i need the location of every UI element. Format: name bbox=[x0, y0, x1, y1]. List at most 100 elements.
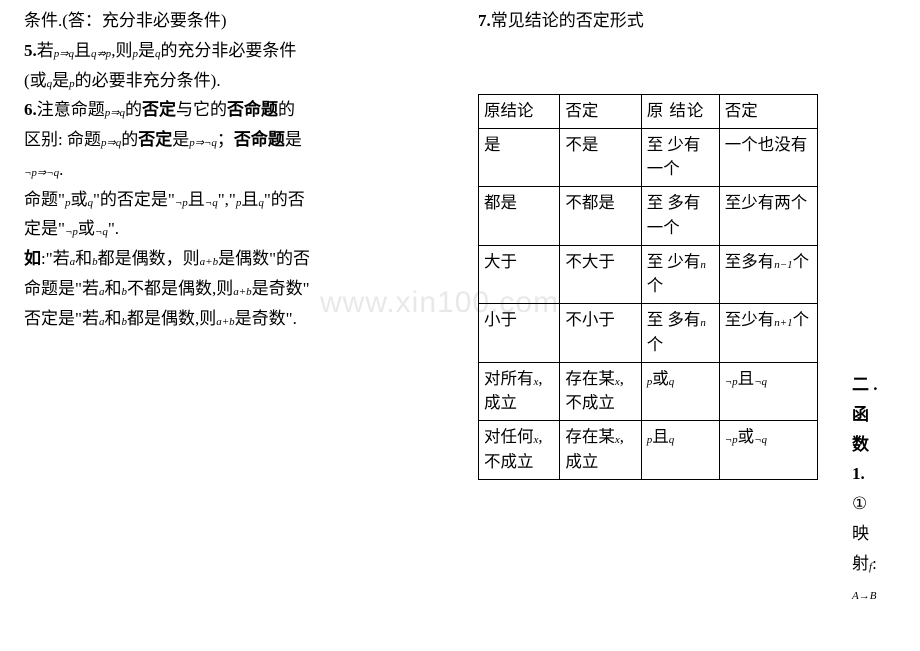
text: 是 bbox=[138, 41, 155, 60]
text: 的 bbox=[278, 100, 295, 119]
text: "的否定是" bbox=[93, 190, 175, 209]
cell: 至少有两个 bbox=[719, 187, 817, 246]
cell: 是 bbox=[479, 128, 560, 187]
cell: p或q bbox=[641, 362, 719, 421]
negation-table: 原结论 否定 原 结论 否定 是 不是 至 少有 一个 一个也没有 都是 不都是… bbox=[478, 94, 818, 480]
cell: 都是 bbox=[479, 187, 560, 246]
text: 不都是偶数,则 bbox=[127, 279, 233, 298]
item-6: 6. bbox=[24, 100, 37, 119]
text: 射 bbox=[852, 554, 869, 573]
table-row: 大于 不大于 至 少有n个 至多有n−1个 bbox=[479, 245, 818, 304]
cell: ¬p或¬q bbox=[719, 421, 817, 480]
text: 的必要非充分条件). bbox=[75, 71, 221, 90]
text: 或 bbox=[78, 219, 95, 238]
math: a+b bbox=[200, 256, 218, 268]
text: "的否 bbox=[264, 190, 305, 209]
right-column: 7.常见结论的否定形式 原结论 否定 原 结论 否定 是 不是 至 少有 一个 … bbox=[478, 6, 818, 480]
text: 是 bbox=[172, 130, 189, 149]
cell: 至少有n+1个 bbox=[719, 304, 817, 363]
cell: 至 少有n个 bbox=[641, 245, 719, 304]
cell: 不都是 bbox=[560, 187, 641, 246]
text: 的 bbox=[121, 130, 138, 149]
text: 的 bbox=[125, 100, 142, 119]
cell: 一个也没有 bbox=[719, 128, 817, 187]
table-row: 对所有x,成立 存在某x,不成立 p或q ¬p且¬q bbox=[479, 362, 818, 421]
text: 命题" bbox=[24, 190, 65, 209]
cell: 原 结论 bbox=[641, 94, 719, 128]
text: 且 bbox=[188, 190, 205, 209]
text-bold: 否定 bbox=[138, 130, 172, 149]
text: 和 bbox=[104, 309, 121, 328]
cell: 小于 bbox=[479, 304, 560, 363]
far-right-column: 二 . 函 数 1. ① 映 射f: A→B bbox=[852, 370, 907, 608]
text: 命题是"若 bbox=[24, 279, 99, 298]
text: 定是" bbox=[24, 219, 65, 238]
cell: 存在某x,不成立 bbox=[560, 362, 641, 421]
text: 条件.(答：充分非必要条件) bbox=[24, 11, 227, 30]
math: a+b bbox=[233, 286, 251, 298]
math: p⇒q bbox=[101, 137, 121, 149]
cell: 否定 bbox=[719, 94, 817, 128]
text: (或 bbox=[24, 71, 47, 90]
cell: 不是 bbox=[560, 128, 641, 187]
table-row: 小于 不小于 至 多有n个 至少有n+1个 bbox=[479, 304, 818, 363]
table-row: 是 不是 至 少有 一个 一个也没有 bbox=[479, 128, 818, 187]
text: 都是偶数,则 bbox=[127, 309, 216, 328]
text-bold: 如 bbox=[24, 249, 41, 268]
text: 是奇数" bbox=[252, 279, 310, 298]
text: 映 bbox=[852, 524, 869, 543]
text: ； bbox=[217, 130, 234, 149]
text: 是 bbox=[52, 71, 69, 90]
cell: 不小于 bbox=[560, 304, 641, 363]
text: 否定是"若 bbox=[24, 309, 99, 328]
text-bold: 数 bbox=[852, 435, 869, 454]
text: 的充分非必要条件 bbox=[160, 41, 296, 60]
math: ¬p bbox=[65, 226, 78, 238]
title-text: 常见结论的否定形式 bbox=[491, 11, 644, 30]
text: 且 bbox=[241, 190, 258, 209]
text-bold: 否命题 bbox=[227, 100, 278, 119]
text: 区别: 命题 bbox=[24, 130, 101, 149]
text: 都是偶数，则 bbox=[98, 249, 200, 268]
section-2: 二 . bbox=[852, 375, 878, 394]
text: 注意命题 bbox=[37, 100, 105, 119]
text: 若 bbox=[37, 41, 54, 60]
table-row: 原结论 否定 原 结论 否定 bbox=[479, 94, 818, 128]
text: ". bbox=[108, 219, 119, 238]
cell: 对所有x,成立 bbox=[479, 362, 560, 421]
text: 或 bbox=[70, 190, 87, 209]
text: 与它的 bbox=[176, 100, 227, 119]
text: 是偶数"的否 bbox=[218, 249, 310, 268]
cell: 原结论 bbox=[479, 94, 560, 128]
text: 是 bbox=[285, 130, 302, 149]
cell: p且q bbox=[641, 421, 719, 480]
text: : bbox=[872, 554, 877, 573]
text: "," bbox=[218, 190, 236, 209]
item-7: 7. bbox=[478, 11, 491, 30]
text: ① bbox=[852, 494, 867, 513]
text: ,则 bbox=[111, 41, 132, 60]
cell: 至 多有 一个 bbox=[641, 187, 719, 246]
text-bold: 否定 bbox=[142, 100, 176, 119]
table-row: 对任何x,不成立 存在某x,成立 p且q ¬p或¬q bbox=[479, 421, 818, 480]
cell: ¬p且¬q bbox=[719, 362, 817, 421]
math: ¬p bbox=[175, 197, 188, 209]
cell: 至 少有 一个 bbox=[641, 128, 719, 187]
cell: 存在某x,成立 bbox=[560, 421, 641, 480]
math: q⇏p bbox=[91, 48, 111, 60]
table-row: 都是 不都是 至 多有 一个 至少有两个 bbox=[479, 187, 818, 246]
math: p⇒q bbox=[105, 107, 125, 119]
text-bold: 函 bbox=[852, 405, 869, 424]
math: a+b bbox=[216, 316, 234, 328]
text: 和 bbox=[104, 279, 121, 298]
left-column: 条件.(答：充分非必要条件) 5.若p⇒q且q⇏p,则p是q的充分非必要条件 (… bbox=[24, 6, 444, 333]
math: ¬p⇒¬q bbox=[24, 167, 59, 179]
item-5: 5. bbox=[24, 41, 37, 60]
cell: 大于 bbox=[479, 245, 560, 304]
text: 和 bbox=[75, 249, 92, 268]
math: A→B bbox=[852, 590, 876, 602]
math: ¬q bbox=[205, 197, 218, 209]
cell: 对任何x,不成立 bbox=[479, 421, 560, 480]
cell: 不大于 bbox=[560, 245, 641, 304]
text: 是奇数". bbox=[235, 309, 297, 328]
